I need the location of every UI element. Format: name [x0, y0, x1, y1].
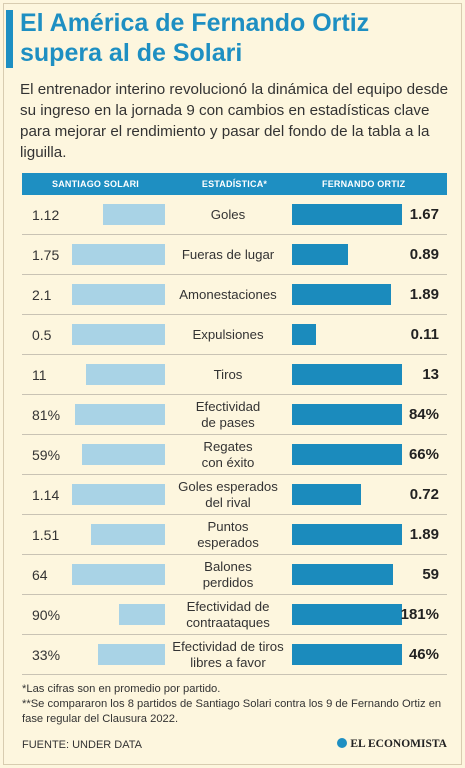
ortiz-value: 66% [408, 446, 439, 463]
infographic-frame [3, 3, 462, 765]
solari-bar [75, 404, 165, 425]
ortiz-value: 0.72 [409, 486, 439, 503]
ortiz-bar [292, 524, 402, 545]
stat-row: 11 Tiros 13 [22, 355, 447, 395]
solari-bar [72, 324, 165, 345]
stat-row: 2.1 Amonestaciones 1.89 [22, 275, 447, 315]
ortiz-bar [292, 564, 393, 585]
stat-label: Efectividad de contraataques [186, 599, 270, 630]
brand-dot-icon [337, 738, 348, 748]
solari-bar [119, 604, 165, 625]
solari-bar [72, 284, 165, 305]
source-label: FUENTE: UNDER DATA [22, 739, 142, 751]
solari-value: 1.14 [32, 487, 60, 503]
solari-bar [72, 244, 165, 265]
header-solari: SANTIAGO SOLARI [52, 179, 140, 189]
solari-bar [103, 204, 165, 225]
solari-value: 2.1 [32, 287, 52, 303]
stat-label: Amonestaciones [179, 287, 277, 302]
ortiz-value: 84% [408, 406, 439, 423]
ortiz-bar [292, 364, 402, 385]
solari-value: 1.51 [32, 527, 60, 543]
brand-logo: EL ECONOMISTA [337, 738, 447, 750]
header-ortiz: FERNANDO ORTIZ [322, 179, 406, 189]
stat-row: 1.12 Goles 1.67 [22, 195, 447, 235]
ortiz-value: 1.67 [409, 206, 439, 223]
footnote-2: **Se compararon los 8 partidos de Santia… [22, 698, 442, 725]
ortiz-bar [292, 484, 361, 505]
stat-label: Tiros [213, 367, 243, 382]
ortiz-value: 1.89 [409, 286, 439, 303]
stat-label: Efectividad de tiros libres a favor [172, 639, 284, 670]
solari-bar [82, 444, 165, 465]
footnotes: *Las cifras son en promedio por partido.… [22, 682, 452, 727]
solari-value: 1.75 [32, 247, 60, 263]
ortiz-bar [292, 604, 402, 625]
ortiz-value: 59 [422, 566, 439, 583]
solari-value: 1.12 [32, 207, 60, 223]
footnote-1: *Las cifras son en promedio por partido. [22, 683, 221, 695]
page-subtitle: El entrenador interino revolucionó la di… [20, 81, 449, 161]
ortiz-value: 46% [408, 646, 439, 663]
solari-bar [98, 644, 165, 665]
ortiz-value: 0.11 [410, 326, 439, 343]
solari-value: 59% [32, 447, 61, 463]
solari-bar [72, 484, 165, 505]
ortiz-bar [292, 644, 402, 665]
title-accent-bar [6, 10, 13, 68]
solari-value: 33% [32, 647, 61, 663]
ortiz-bar [292, 404, 402, 425]
ortiz-bar [292, 204, 402, 225]
stat-row: 64 Balones perdidos 59 [22, 555, 447, 595]
ortiz-bar [292, 244, 348, 265]
ortiz-value: 0.89 [409, 246, 439, 263]
table-header: SANTIAGO SOLARI ESTADÍSTICA* FERNANDO OR… [22, 173, 447, 195]
stat-label: Goles [210, 207, 246, 222]
ortiz-bar [292, 324, 316, 345]
stat-row: 0.5 Expulsiones 0.11 [22, 315, 447, 355]
stat-row: 33% Efectividad de tiros libres a favor 46… [22, 635, 447, 675]
solari-bar [86, 364, 165, 385]
stat-label: Balones perdidos [202, 559, 254, 590]
ortiz-bar [292, 284, 391, 305]
ortiz-bar [292, 444, 402, 465]
stat-label: Regates con éxito [201, 439, 255, 470]
stat-label: Puntos esperados [197, 519, 259, 550]
comparison-table: 1.12 Goles 1.67 1.75 Fueras de lugar 0.89 2.1 A… [22, 195, 447, 675]
page-title: El América de Fernando Ortiz supera al d… [20, 9, 370, 67]
solari-value: 90% [32, 607, 61, 623]
header-statistic: ESTADÍSTICA* [201, 179, 268, 189]
stat-row: 81% Efectividad de pases 84% [22, 395, 447, 435]
stat-label: Fueras de lugar [181, 247, 275, 262]
solari-value: 64 [32, 567, 48, 583]
solari-value: 11 [32, 367, 47, 383]
ortiz-value: 13 [422, 366, 439, 383]
stat-row: 59% Regates con éxito 66% [22, 435, 447, 475]
solari-value: 81% [32, 407, 61, 423]
stat-row: 1.14 Goles esperados del rival 0.72 [22, 475, 447, 515]
stat-label: Goles esperados del rival [178, 479, 278, 510]
stat-label: Expulsiones [192, 327, 264, 342]
solari-bar [91, 524, 165, 545]
stat-label: Efectividad de pases [195, 399, 261, 430]
stat-row: 1.75 Fueras de lugar 0.89 [22, 235, 447, 275]
ortiz-value: 181% [400, 606, 439, 623]
ortiz-value: 1.89 [409, 526, 439, 543]
brand-name: EL ECONOMISTA [350, 738, 447, 750]
stat-row: 1.51 Puntos esperados 1.89 [22, 515, 447, 555]
solari-value: 0.5 [32, 327, 52, 343]
stat-row: 90% Efectividad de contraataques 181% [22, 595, 447, 635]
solari-bar [72, 564, 165, 585]
